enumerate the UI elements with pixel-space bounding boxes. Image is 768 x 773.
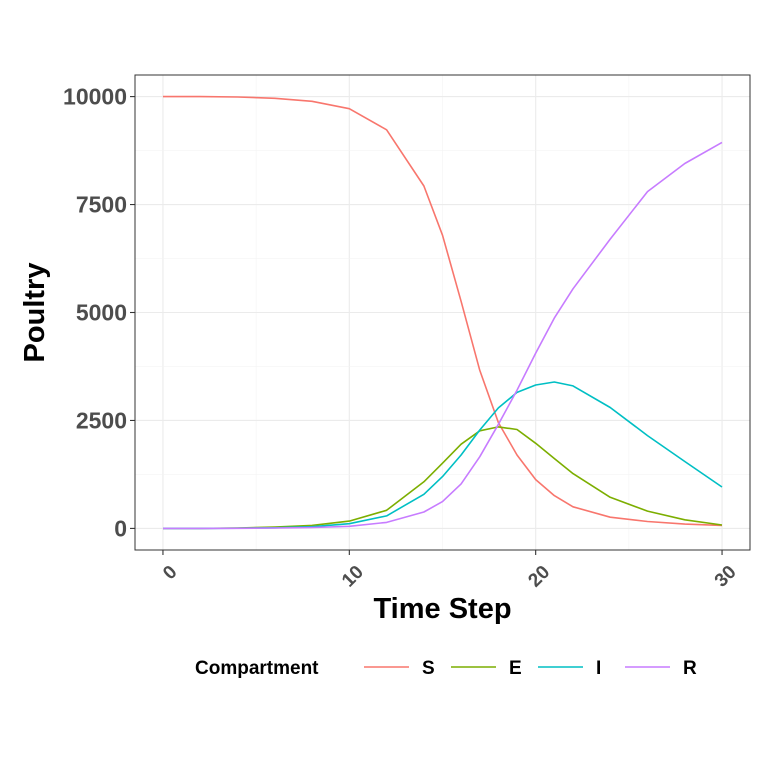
series-line-S [163, 95, 723, 527]
legend-label-I: I [596, 658, 601, 679]
y-tick-label: 0 [114, 515, 127, 541]
y-axis-title: Poultry [19, 263, 51, 363]
y-tick-label: 5000 [76, 300, 127, 326]
legend: Compartment S E I R [195, 658, 697, 679]
legend-title: Compartment [195, 658, 319, 679]
legend-label-S: S [422, 658, 435, 679]
y-tick-label: 7500 [76, 192, 127, 218]
series-line-R [163, 141, 723, 530]
y-tick-label: 2500 [76, 407, 127, 433]
series-lines [163, 95, 723, 530]
legend-label-R: R [683, 658, 697, 679]
x-axis-title: Time Step [373, 593, 511, 625]
y-tick-label: 10000 [63, 84, 127, 110]
legend-label-E: E [509, 658, 522, 679]
